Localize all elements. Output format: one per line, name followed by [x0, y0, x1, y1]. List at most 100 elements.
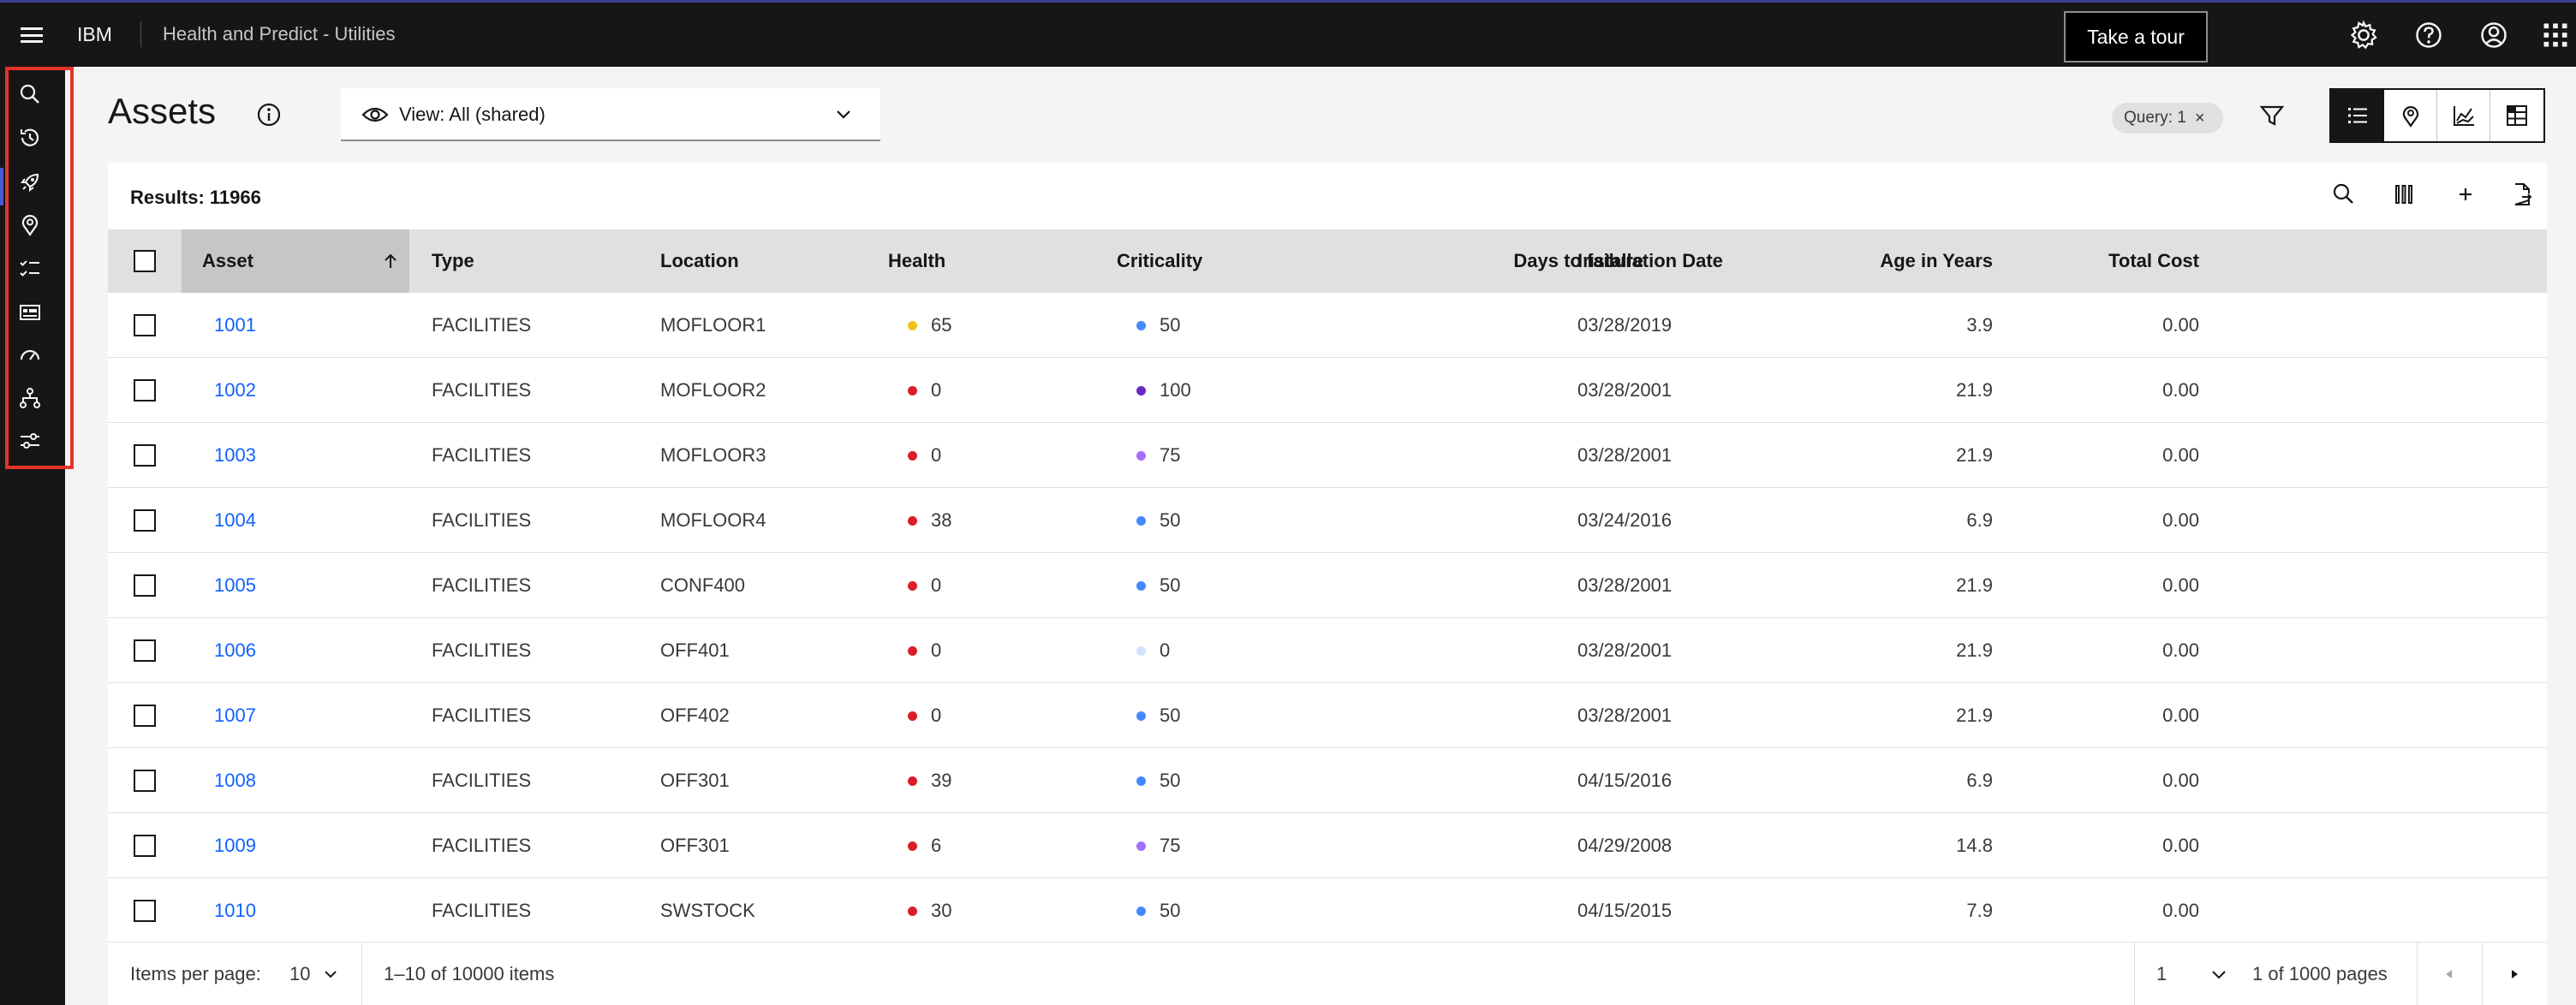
help-icon[interactable]	[2413, 20, 2444, 51]
next-page-button[interactable]	[2482, 943, 2547, 1005]
asset-link[interactable]: 1003	[214, 444, 256, 466]
map-view-button[interactable]	[2384, 90, 2437, 141]
pager-divider	[2482, 943, 2483, 1005]
table-row[interactable]: 1001 FACILITIES MOFLOOR1 65 50 03/28/2019 3.9 0…	[108, 293, 2547, 358]
column-header-location[interactable]: Location	[660, 229, 739, 293]
row-checkbox[interactable]	[134, 379, 156, 401]
criticality-status-dot	[1136, 776, 1146, 786]
table-row[interactable]: 1006 FACILITIES OFF401 0 0 03/28/2001 21.9 0.00	[108, 618, 2547, 683]
caret-left-icon	[2446, 970, 2452, 978]
search-icon[interactable]	[2329, 180, 2358, 209]
row-checkbox[interactable]	[134, 900, 156, 922]
table-row[interactable]: 1002 FACILITIES MOFLOOR2 0 100 03/28/2001 21.9…	[108, 358, 2547, 423]
take-a-tour-button[interactable]: Take a tour	[2064, 11, 2208, 62]
age-cell: 3.9	[1966, 314, 1993, 336]
asset-link[interactable]: 1004	[214, 509, 256, 531]
row-checkbox[interactable]	[134, 639, 156, 662]
active-indicator	[0, 168, 3, 205]
history-icon[interactable]	[17, 125, 43, 151]
column-header-label: Type	[432, 250, 474, 271]
table-row[interactable]: 1010 FACILITIES SWSTOCK 30 50 04/15/2015 7.9 0.…	[108, 878, 2547, 943]
row-checkbox[interactable]	[134, 574, 156, 597]
search-icon[interactable]	[17, 81, 43, 107]
health-cell: 39	[908, 748, 951, 813]
export-icon[interactable]	[2507, 180, 2537, 209]
criticality-value: 50	[1160, 509, 1181, 531]
total-cost-cell: 0.00	[2162, 835, 2199, 856]
row-checkbox[interactable]	[134, 770, 156, 792]
select-all-checkbox[interactable]	[134, 250, 156, 272]
view-switcher	[2329, 88, 2545, 143]
checklist-icon[interactable]	[17, 256, 43, 282]
health-value: 65	[931, 314, 952, 336]
row-checkbox[interactable]	[134, 705, 156, 727]
view-dropdown[interactable]: View: All (shared)	[341, 88, 880, 141]
column-header-criticality[interactable]: Criticality	[1117, 229, 1202, 293]
health-cell: 6	[908, 813, 941, 878]
asset-link[interactable]: 1009	[214, 835, 256, 856]
health-status-dot	[908, 515, 917, 526]
table-header: Asset Type Location Health Criticality D…	[108, 229, 2547, 293]
hierarchy-icon[interactable]	[17, 385, 43, 411]
table-row[interactable]: 1007 FACILITIES OFF402 0 50 03/28/2001 21.9 0.0…	[108, 683, 2547, 748]
type-cell: FACILITIES	[432, 639, 532, 661]
table-row[interactable]: 1005 FACILITIES CONF400 0 50 03/28/2001 21.9 0.…	[108, 553, 2547, 618]
items-per-page-value: 10	[289, 963, 311, 984]
type-cell: FACILITIES	[432, 900, 532, 921]
close-icon[interactable]: ×	[2194, 108, 2205, 128]
menu-icon[interactable]	[19, 23, 45, 47]
location-icon[interactable]	[17, 212, 43, 238]
column-header-type[interactable]: Type	[432, 229, 474, 293]
table-view-button[interactable]	[2490, 90, 2543, 141]
settings-icon[interactable]	[2348, 20, 2379, 51]
column-header-asset[interactable]: Asset	[182, 229, 409, 293]
asset-link[interactable]: 1002	[214, 379, 256, 401]
column-header-label: Total Cost	[2108, 250, 2199, 271]
health-status-dot	[908, 450, 917, 461]
criticality-cell: 50	[1136, 878, 1180, 943]
asset-link[interactable]: 1006	[214, 639, 256, 661]
asset-link[interactable]: 1010	[214, 900, 256, 921]
previous-page-button[interactable]	[2417, 943, 2482, 1005]
row-checkbox[interactable]	[134, 444, 156, 467]
table-row[interactable]: 1009 FACILITIES OFF301 6 75 04/29/2008 14.8 0.0…	[108, 813, 2547, 878]
user-icon[interactable]	[2478, 20, 2509, 51]
list-view-button[interactable]	[2331, 90, 2384, 141]
chart-view-button[interactable]	[2437, 90, 2490, 141]
table-row[interactable]: 1008 FACILITIES OFF301 39 50 04/15/2016 6.9 0.0…	[108, 748, 2547, 813]
gauge-icon[interactable]	[17, 342, 43, 368]
page-title: Assets	[108, 91, 217, 131]
brand-name[interactable]: IBM	[77, 23, 112, 45]
asset-link[interactable]: 1008	[214, 770, 256, 791]
row-checkbox[interactable]	[134, 509, 156, 532]
rocket-icon[interactable]	[17, 169, 43, 195]
query-tag[interactable]: Query: 1 ×	[2112, 103, 2223, 134]
table-row[interactable]: 1003 FACILITIES MOFLOOR3 0 75 03/28/2001 21.9 0…	[108, 423, 2547, 488]
table-row[interactable]: 1004 FACILITIES MOFLOOR4 38 50 03/24/2016 6.9 0…	[108, 488, 2547, 553]
column-settings-icon[interactable]	[2389, 180, 2418, 209]
sliders-icon[interactable]	[17, 428, 43, 454]
total-cost-cell: 0.00	[2162, 770, 2199, 791]
criticality-status-dot	[1136, 385, 1146, 395]
pager-divider	[2417, 943, 2418, 1005]
criticality-cell: 50	[1136, 553, 1180, 618]
asset-link[interactable]: 1001	[214, 314, 256, 336]
column-header-installation-date[interactable]: Installation Date	[1577, 229, 1723, 293]
row-checkbox[interactable]	[134, 835, 156, 857]
info-icon[interactable]	[255, 101, 283, 128]
installation-date-cell: 04/29/2008	[1577, 835, 1673, 856]
app-switcher-icon[interactable]	[2540, 20, 2571, 51]
items-per-page-select[interactable]: 10	[289, 943, 339, 1005]
column-header-health[interactable]: Health	[888, 229, 945, 293]
add-icon[interactable]	[2451, 180, 2480, 209]
page-select[interactable]: 1	[2156, 943, 2228, 1005]
asset-link[interactable]: 1005	[214, 574, 256, 596]
column-header-days-to-failure[interactable]: Days to failure	[1345, 229, 1643, 293]
filter-icon[interactable]	[2257, 101, 2287, 130]
column-header-total-cost[interactable]: Total Cost	[2035, 229, 2199, 293]
dashboard-icon[interactable]	[17, 300, 43, 325]
row-checkbox[interactable]	[134, 314, 156, 336]
column-header-age-in-years[interactable]: Age in Years	[1806, 229, 1993, 293]
type-cell: FACILITIES	[432, 835, 532, 856]
asset-link[interactable]: 1007	[214, 705, 256, 726]
